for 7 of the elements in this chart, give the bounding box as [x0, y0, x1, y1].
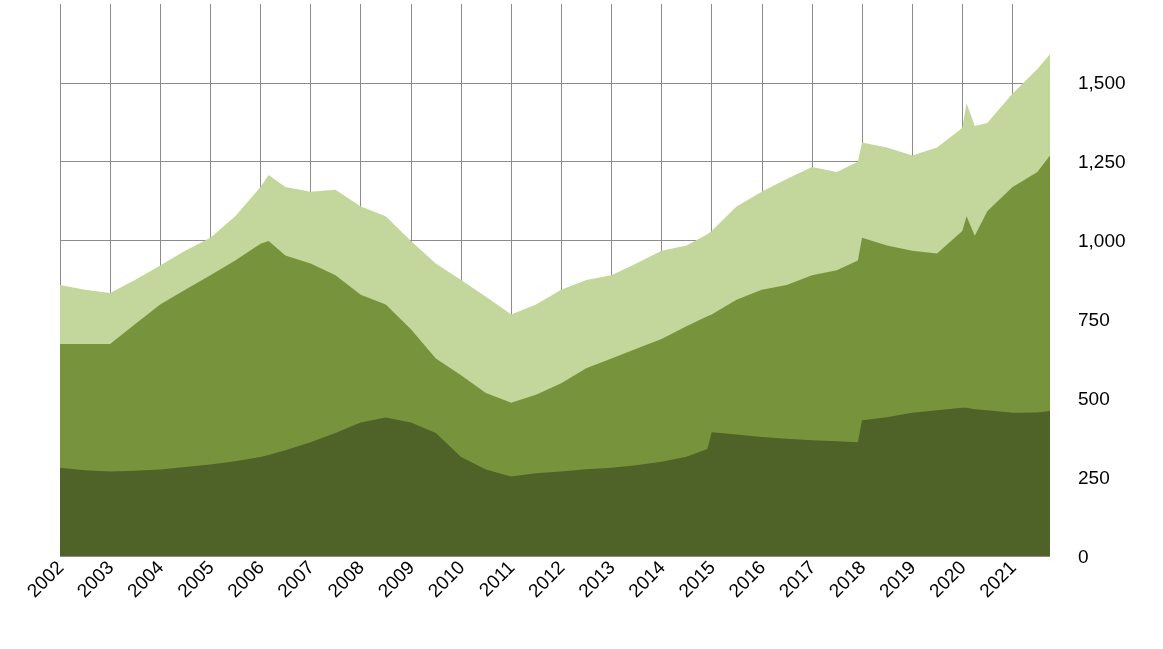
y-tick-label: 1,000 [1078, 230, 1126, 252]
y-tick-label: 500 [1078, 387, 1110, 409]
y-tick-label: 1,250 [1078, 151, 1126, 173]
y-tick-label: 250 [1078, 466, 1110, 488]
y-tick-label: 0 [1078, 545, 1089, 567]
y-tick-label: 1,500 [1078, 72, 1126, 94]
y-tick-label: 750 [1078, 308, 1110, 330]
